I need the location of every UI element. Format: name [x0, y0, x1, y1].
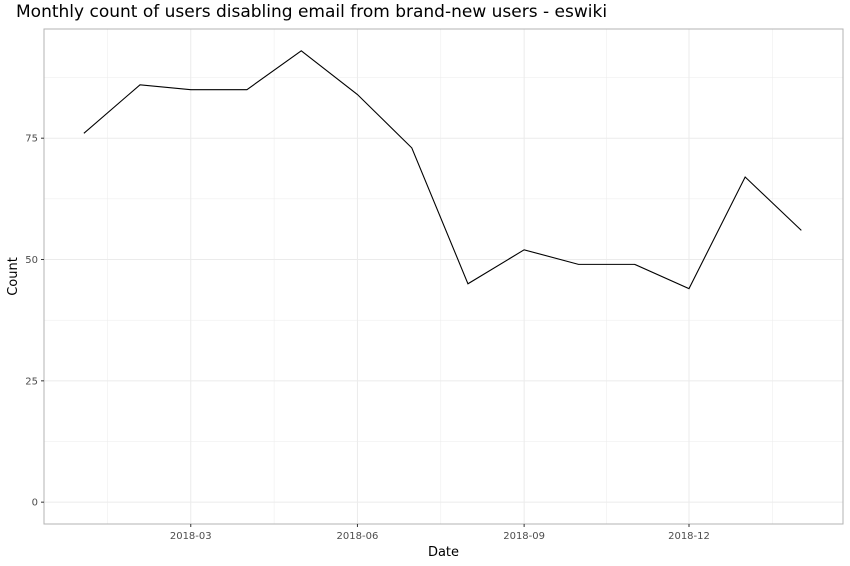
x-axis-ticks: 2018-03 2018-06 2018-09 2018-12	[170, 524, 710, 542]
y-axis-ticks: 0 25 50 75	[25, 134, 44, 509]
y-axis-title: Count	[6, 257, 21, 296]
plot-panel-border	[43, 28, 844, 525]
chart-title: Monthly count of users disabling email f…	[16, 2, 608, 22]
x-tick-label: 2018-12	[668, 531, 710, 542]
y-tick-label: 0	[32, 498, 38, 509]
x-tick-label: 2018-09	[503, 531, 545, 542]
x-tick-label: 2018-06	[337, 531, 379, 542]
x-axis-title: Date	[428, 545, 459, 560]
y-tick-label: 75	[25, 134, 38, 145]
x-tick-label: 2018-03	[170, 531, 212, 542]
y-tick-label: 50	[25, 255, 38, 266]
series-line	[83, 50, 802, 290]
y-tick-label: 25	[25, 376, 38, 387]
grid-lines	[44, 29, 843, 524]
